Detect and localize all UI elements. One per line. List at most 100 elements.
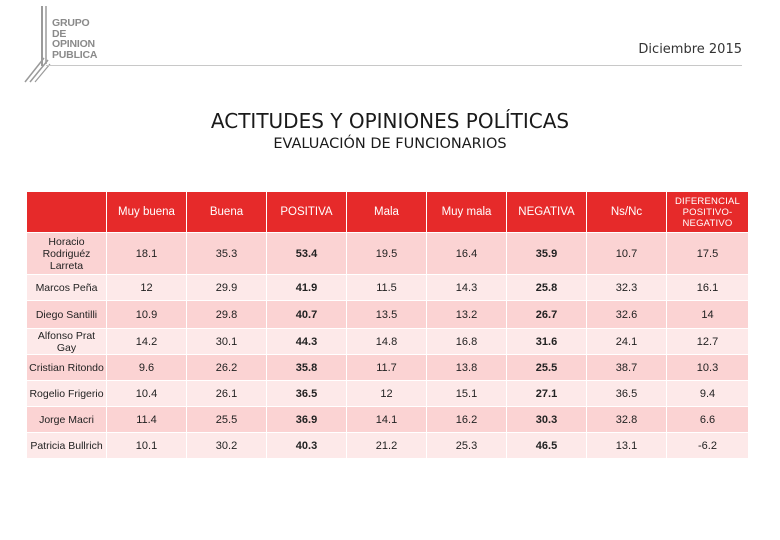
table-cell: 10.1 — [106, 432, 187, 459]
table-cell: 36.5 — [266, 380, 347, 407]
table-cell: 16.8 — [426, 328, 507, 355]
official-name-cell: Diego Santilli — [26, 300, 107, 329]
table-cell: 14.1 — [346, 406, 427, 433]
table-cell: 31.6 — [506, 328, 587, 355]
table-row: Rogelio Frigerio 10.4 26.1 36.5 12 15.1 27.1 36… — [26, 380, 749, 407]
table-cell: 35.9 — [506, 232, 587, 275]
table-cell: 25.5 — [506, 354, 587, 381]
logo-line: OPINION — [52, 38, 95, 50]
table-cell: 11.4 — [106, 406, 187, 433]
table-cell: 11.7 — [346, 354, 427, 381]
header-divider — [46, 65, 742, 66]
table-cell: 16.4 — [426, 232, 507, 275]
table-cell: 26.1 — [186, 380, 267, 407]
table-cell: 24.1 — [586, 328, 667, 355]
officials-evaluation-table: Muy buena Buena POSITIVA Mala Muy mala N… — [26, 191, 749, 459]
table-row: Horacio Rodriguéz Larreta 18.1 35.3 53.4 19.… — [26, 232, 749, 275]
column-header: POSITIVA — [266, 191, 347, 233]
table-cell: 13.2 — [426, 300, 507, 329]
table-cell: 13.5 — [346, 300, 427, 329]
table-cell: 11.5 — [346, 274, 427, 301]
table-cell: 38.7 — [586, 354, 667, 381]
official-name-cell: Alfonso Prat Gay — [26, 328, 107, 355]
table-cell: -6.2 — [666, 432, 749, 459]
column-header: Ns/Nc — [586, 191, 667, 233]
table-cell: 15.1 — [426, 380, 507, 407]
table-cell: 40.7 — [266, 300, 347, 329]
table-cell: 19.5 — [346, 232, 427, 275]
table-row: Jorge Macri 11.4 25.5 36.9 14.1 16.2 30.3 32.8 6… — [26, 406, 749, 433]
table-cell: 29.9 — [186, 274, 267, 301]
table-cell: 27.1 — [506, 380, 587, 407]
column-header: Buena — [186, 191, 267, 233]
table-row: Cristian Ritondo 9.6 26.2 35.8 11.7 13.8 25.5 3… — [26, 354, 749, 381]
table-cell: 35.3 — [186, 232, 267, 275]
table-cell: 17.5 — [666, 232, 749, 275]
column-header: Mala — [346, 191, 427, 233]
table-cell: 6.6 — [666, 406, 749, 433]
table-cell: 14.2 — [106, 328, 187, 355]
table-cell: 12 — [346, 380, 427, 407]
logo-line: DE — [52, 27, 67, 40]
official-name-cell: Patricia Bullrich — [26, 432, 107, 459]
table-cell: 25.8 — [506, 274, 587, 301]
table-cell: 25.3 — [426, 432, 507, 459]
table-cell: 46.5 — [506, 432, 587, 459]
table-cell: 30.3 — [506, 406, 587, 433]
table-cell: 53.4 — [266, 232, 347, 275]
official-name-cell: Jorge Macri — [26, 406, 107, 433]
column-header: NEGATIVA — [506, 191, 587, 233]
table-cell: 36.9 — [266, 406, 347, 433]
table-cell: 25.5 — [186, 406, 267, 433]
table-cell: 35.8 — [266, 354, 347, 381]
table-row: Patricia Bullrich 10.1 30.2 40.3 21.2 25.3 46.… — [26, 432, 749, 459]
table-cell: 10.4 — [106, 380, 187, 407]
grupo-opinion-publica-logo: GRUPO DE OPINION PUBLICA — [22, 6, 112, 83]
table-cell: 30.1 — [186, 328, 267, 355]
official-name-cell: Rogelio Frigerio — [26, 380, 107, 407]
report-date: Diciembre 2015 — [638, 42, 742, 57]
table-cell: 21.2 — [346, 432, 427, 459]
table-cell: 9.6 — [106, 354, 187, 381]
column-header: DIFERENCIAL POSITIVO-NEGATIVO — [666, 191, 749, 233]
official-name-cell: Horacio Rodriguéz Larreta — [26, 232, 107, 275]
table-cell: 16.1 — [666, 274, 749, 301]
official-name-cell: Marcos Peña — [26, 274, 107, 301]
table-cell: 10.7 — [586, 232, 667, 275]
table-cell: 32.6 — [586, 300, 667, 329]
table-cell: 32.3 — [586, 274, 667, 301]
table-cell: 14.8 — [346, 328, 427, 355]
header-corner-cell — [26, 191, 107, 233]
table-cell: 13.8 — [426, 354, 507, 381]
official-name-cell: Cristian Ritondo — [26, 354, 107, 381]
logo-line: GRUPO — [52, 17, 90, 29]
table-cell: 14 — [666, 300, 749, 329]
table-row: Diego Santilli 10.9 29.8 40.7 13.5 13.2 26.7 32… — [26, 300, 749, 329]
table-cell: 12 — [106, 274, 187, 301]
table-cell: 10.9 — [106, 300, 187, 329]
table-cell: 32.8 — [586, 406, 667, 433]
table-cell: 44.3 — [266, 328, 347, 355]
table-cell: 41.9 — [266, 274, 347, 301]
table-cell: 26.2 — [186, 354, 267, 381]
table-cell: 9.4 — [666, 380, 749, 407]
table-cell: 30.2 — [186, 432, 267, 459]
table-cell: 14.3 — [426, 274, 507, 301]
table-cell: 12.7 — [666, 328, 749, 355]
page-subtitle: EVALUACIÓN DE FUNCIONARIOS — [273, 136, 507, 152]
logo-text: GRUPO DE OPINION PUBLICA — [52, 18, 97, 60]
table-cell: 10.3 — [666, 354, 749, 381]
page-title: ACTITUDES Y OPINIONES POLÍTICAS — [210, 109, 570, 133]
table-cell: 18.1 — [106, 232, 187, 275]
logo-line: PUBLICA — [52, 48, 98, 61]
table-cell: 40.3 — [266, 432, 347, 459]
table-cell: 16.2 — [426, 406, 507, 433]
table-row: Alfonso Prat Gay 14.2 30.1 44.3 14.8 16.8 31.6… — [26, 328, 749, 355]
column-header: Muy mala — [426, 191, 507, 233]
table-header-row: Muy buena Buena POSITIVA Mala Muy mala N… — [26, 191, 749, 233]
logo-stripes-icon — [24, 6, 51, 83]
table-cell: 26.7 — [506, 300, 587, 329]
table-cell: 29.8 — [186, 300, 267, 329]
table-cell: 13.1 — [586, 432, 667, 459]
column-header: Muy buena — [106, 191, 187, 233]
